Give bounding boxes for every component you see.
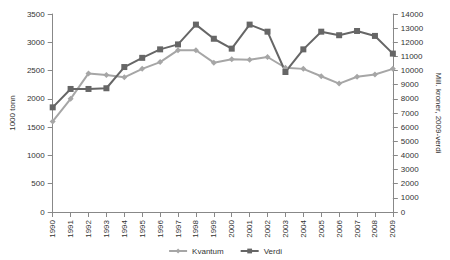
svg-text:1000 tonn: 1000 tonn [8, 95, 17, 131]
svg-text:0: 0 [401, 208, 406, 217]
svg-text:2003: 2003 [281, 219, 290, 237]
svg-text:1997: 1997 [174, 219, 183, 237]
svg-text:1996: 1996 [156, 219, 165, 237]
svg-text:14000: 14000 [401, 10, 424, 19]
svg-text:3000: 3000 [401, 165, 419, 174]
svg-text:2002: 2002 [263, 219, 272, 237]
svg-text:9000: 9000 [401, 80, 419, 89]
svg-text:2000: 2000 [227, 219, 236, 237]
svg-text:2004: 2004 [299, 219, 308, 237]
svg-text:10000: 10000 [401, 66, 424, 75]
svg-text:11000: 11000 [401, 52, 423, 61]
svg-text:7000: 7000 [401, 109, 419, 118]
svg-text:Verdi: Verdi [264, 247, 282, 256]
svg-text:2007: 2007 [353, 219, 362, 237]
svg-text:3500: 3500 [27, 10, 45, 19]
svg-text:1994: 1994 [120, 219, 129, 237]
svg-text:6000: 6000 [401, 123, 419, 132]
svg-text:2006: 2006 [335, 219, 344, 237]
svg-text:2009: 2009 [388, 219, 397, 237]
svg-text:8000: 8000 [401, 94, 419, 103]
svg-text:3000: 3000 [27, 38, 45, 47]
svg-text:2001: 2001 [245, 219, 254, 237]
svg-text:2000: 2000 [27, 94, 45, 103]
svg-text:2000: 2000 [401, 179, 419, 188]
svg-text:13000: 13000 [401, 24, 424, 33]
svg-text:1992: 1992 [84, 219, 93, 237]
svg-text:1991: 1991 [66, 219, 75, 237]
svg-text:1000: 1000 [27, 151, 45, 160]
svg-text:1500: 1500 [27, 123, 45, 132]
svg-text:0: 0 [40, 208, 45, 217]
svg-text:2500: 2500 [27, 66, 45, 75]
svg-text:Kvantum: Kvantum [192, 247, 224, 256]
svg-text:12000: 12000 [401, 38, 424, 47]
svg-text:5000: 5000 [401, 137, 419, 146]
svg-text:1995: 1995 [138, 219, 147, 237]
svg-text:4000: 4000 [401, 151, 419, 160]
svg-text:1000: 1000 [401, 193, 419, 202]
svg-text:2008: 2008 [370, 219, 379, 237]
svg-text:1999: 1999 [209, 219, 218, 237]
svg-text:500: 500 [31, 179, 45, 188]
svg-text:1990: 1990 [48, 219, 57, 237]
svg-text:2005: 2005 [317, 219, 326, 237]
svg-text:Mill. kroner, 2009-verdi: Mill. kroner, 2009-verdi [434, 73, 443, 154]
svg-text:1998: 1998 [191, 219, 200, 237]
svg-text:1993: 1993 [102, 219, 111, 237]
